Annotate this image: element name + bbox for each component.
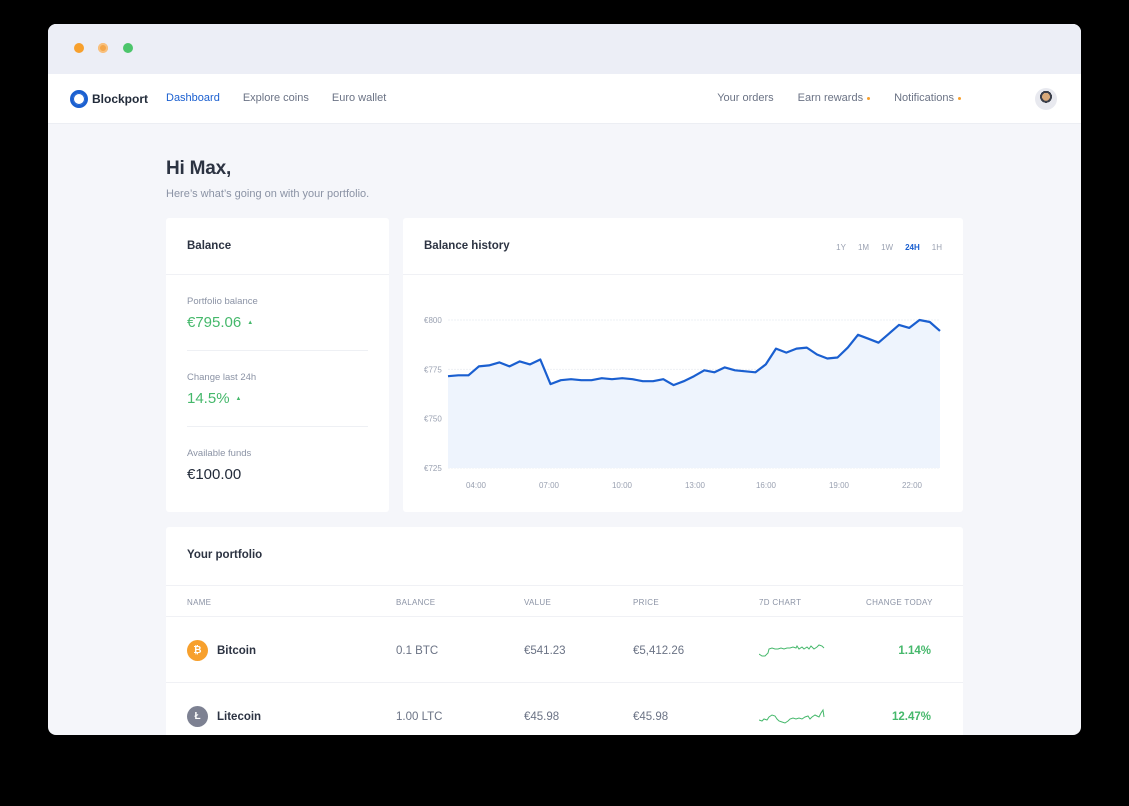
portfolio-row-bitcoin[interactable]: ₿ Bitcoin 0.1 BTC €541.23 €5,412.26 1.14… [166,618,963,683]
coin-value: €541.23 [524,644,566,657]
nav-earn-rewards-label: Earn rewards [797,92,864,104]
svg-text:€750: €750 [424,415,442,424]
available-funds-value: €100.00 [187,466,242,483]
user-avatar[interactable] [1035,88,1057,110]
coin-balance: 1.00 LTC [396,710,443,723]
range-tab-1h[interactable]: 1H [931,243,942,252]
svg-text:€775: €775 [424,365,442,374]
portfolio-table-header: NAME BALANCE VALUE PRICE 7D CHART CHANGE… [166,585,963,617]
svg-text:€725: €725 [424,464,442,473]
column-header-value[interactable]: VALUE [524,598,552,607]
history-card-title: Balance history [424,240,510,252]
stat-value: 14.5% ▲ [187,390,368,407]
balance-history-chart[interactable]: €800 €775 €750 €725 04:00 07:00 10:00 13:00 16:… [403,275,963,512]
stat-label: Portfolio balance [187,296,258,307]
svg-text:€800: €800 [424,316,442,325]
portfolio-row-litecoin[interactable]: Ł Litecoin 1.00 LTC €45.98 €45.98 12.47% [166,684,963,735]
balance-card-title: Balance [187,240,232,252]
change-today: 12.47% [891,710,931,723]
browser-window: Blockport Dashboard Explore coins Euro w… [48,24,1081,735]
portfolio-card-title: Your portfolio [187,549,263,561]
coin-name-cell: ₿ Bitcoin [187,618,256,683]
secondary-nav: Your orders Earn rewards Notifications [717,92,961,104]
litecoin-icon: Ł [187,706,208,727]
column-header-change-today[interactable]: CHANGE TODAY [866,598,933,607]
stat-portfolio-balance: Portfolio balance €795.06 ▲ [187,275,368,351]
stat-value: €100.00 [187,466,368,483]
nav-notifications-label: Notifications [894,92,954,104]
sparkline-7d [759,618,825,683]
close-window-button[interactable] [74,43,84,53]
dashboard-content: Hi Max, Here’s what’s going on with your… [166,124,963,735]
column-header-price[interactable]: PRICE [633,598,659,607]
nav-earn-rewards[interactable]: Earn rewards [797,92,871,104]
coin-name: Litecoin [217,710,262,723]
range-tab-1m[interactable]: 1M [857,243,870,252]
nav-explore-coins[interactable]: Explore coins [242,92,309,104]
brand-name: Blockport [92,92,149,106]
range-tab-1y[interactable]: 1Y [836,243,846,252]
coin-balance: 0.1 BTC [396,644,439,657]
stat-value: €795.06 ▲ [187,314,368,331]
sparkline-chart-icon [759,643,825,656]
coin-name-cell: Ł Litecoin [187,684,261,735]
coin-name: Bitcoin [217,644,256,657]
top-navbar: Blockport Dashboard Explore coins Euro w… [48,74,1081,124]
change-24h-value: 14.5% [187,390,230,407]
coin-value: €45.98 [524,710,560,723]
primary-nav: Dashboard Explore coins Euro wallet [166,92,386,104]
portfolio-card: Your portfolio NAME BALANCE VALUE PRICE … [166,527,963,735]
svg-text:04:00: 04:00 [466,481,487,490]
notification-dot-icon [867,96,871,100]
svg-text:19:00: 19:00 [829,481,850,490]
window-titlebar [48,24,1081,74]
sparkline-7d [759,684,825,735]
coin-price: €45.98 [633,710,669,723]
stat-change-24h: Change last 24h 14.5% ▲ [187,351,368,427]
nav-euro-wallet[interactable]: Euro wallet [331,92,387,104]
balance-history-card: Balance history 1Y 1M 1W 24H 1H €800 €775… [403,218,963,512]
nav-dashboard[interactable]: Dashboard [166,92,220,104]
notification-dot-icon [958,96,961,100]
trend-up-icon: ▲ [235,395,242,402]
sparkline-chart-icon [759,708,825,724]
portfolio-balance-value: €795.06 [187,314,242,331]
nav-your-orders[interactable]: Your orders [717,92,773,104]
trend-up-icon: ▲ [247,319,254,326]
stat-available-funds: Available funds €100.00 [187,427,368,502]
balance-card: Balance Portfolio balance €795.06 ▲ Chan… [166,218,389,512]
page-greeting: Hi Max, [166,158,232,179]
page-subtitle: Here’s what’s going on with your portfol… [166,188,370,200]
stat-label: Change last 24h [187,372,257,383]
svg-text:22:00: 22:00 [902,481,923,490]
blockport-logo-icon [70,90,88,108]
balance-card-header: Balance [166,218,389,275]
svg-text:13:00: 13:00 [685,481,706,490]
maximize-window-button[interactable] [123,43,133,53]
time-range-tabs: 1Y 1M 1W 24H 1H [836,243,942,252]
bitcoin-icon: ₿ [187,640,208,661]
coin-price: €5,412.26 [633,644,685,657]
column-header-name[interactable]: NAME [187,598,212,607]
brand-logo[interactable]: Blockport [70,90,148,108]
svg-text:07:00: 07:00 [539,481,560,490]
svg-text:10:00: 10:00 [612,481,633,490]
nav-your-orders-label: Your orders [717,92,774,104]
range-tab-24h[interactable]: 24H [905,243,920,252]
column-header-7d-chart: 7D CHART [759,598,802,607]
portfolio-card-header: Your portfolio [166,527,963,584]
range-tab-1w[interactable]: 1W [881,243,894,252]
column-header-balance[interactable]: BALANCE [396,598,436,607]
stat-label: Available funds [187,448,252,459]
svg-text:16:00: 16:00 [756,481,777,490]
change-today: 1.14% [898,644,931,657]
history-card-header: Balance history [403,218,963,275]
nav-notifications[interactable]: Notifications [894,92,961,104]
minimize-window-button[interactable] [98,43,108,53]
